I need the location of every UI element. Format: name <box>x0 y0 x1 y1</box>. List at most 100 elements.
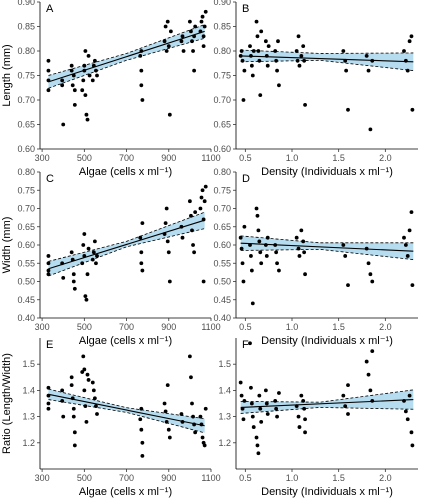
x-tick-label: 300 <box>35 153 50 163</box>
data-point <box>301 44 306 48</box>
y-tick-label: 0.90 <box>17 0 35 7</box>
data-point <box>303 272 307 277</box>
data-point <box>402 398 406 403</box>
data-point <box>70 396 75 401</box>
data-point <box>303 417 307 422</box>
data-point <box>239 393 244 398</box>
data-point <box>256 451 261 456</box>
y-tick-label: 0.45 <box>17 295 35 305</box>
data-point <box>258 93 263 97</box>
data-point <box>162 39 167 44</box>
y-tick-label: 1.5 <box>22 359 35 369</box>
data-point <box>69 383 74 388</box>
data-point <box>248 243 252 247</box>
data-point <box>203 406 208 411</box>
data-point <box>139 68 144 73</box>
data-point <box>60 388 65 393</box>
data-point <box>199 195 204 200</box>
data-point <box>277 83 281 88</box>
data-point <box>92 58 97 63</box>
panel-e: 1.2 1.3 1.4 1.5 300 500 700 900 1100 E Algae (cell… <box>1 338 221 498</box>
data-point <box>86 54 91 58</box>
data-point <box>249 268 254 273</box>
data-point <box>405 417 410 422</box>
y-tick-label: 1.4 <box>22 385 35 395</box>
data-point <box>254 435 259 440</box>
x-axis-label: Algae (cells x ml⁻¹) <box>79 486 172 498</box>
confidence-upper-line <box>48 388 205 420</box>
data-point <box>138 235 143 240</box>
data-point <box>164 49 169 53</box>
data-point <box>187 199 192 204</box>
confidence-band <box>48 389 205 433</box>
data-point <box>277 268 281 273</box>
confidence-lower-line <box>240 248 414 260</box>
data-point <box>191 414 195 419</box>
data-point <box>139 427 144 432</box>
data-point <box>249 385 253 390</box>
panel-f: 1.2 1.3 1.4 1.5 0.5 1.0 1.5 2.0 F Density (Indivi… <box>218 338 418 498</box>
y-tick-label: 0.80 <box>213 167 231 177</box>
confidence-lower-line <box>48 399 205 434</box>
y-axis-label: Length (mm) <box>1 44 13 106</box>
data-point <box>192 34 197 39</box>
data-point <box>83 404 88 409</box>
data-point <box>72 88 77 93</box>
x-tick-label: 0.5 <box>239 322 252 332</box>
y-tick-label: 1.3 <box>22 412 35 422</box>
x-tick-label: 1100 <box>201 322 220 332</box>
data-point <box>189 213 193 218</box>
data-point <box>166 250 171 255</box>
y-tick-label: 0.85 <box>213 22 231 32</box>
x-tick-label: 300 <box>35 322 50 332</box>
panel-label: B <box>242 3 249 15</box>
data-point <box>368 272 373 277</box>
data-point <box>344 68 349 73</box>
data-point <box>297 63 302 68</box>
trend-line <box>48 393 205 427</box>
data-point <box>294 235 299 240</box>
data-point <box>81 78 86 83</box>
data-point <box>296 246 301 251</box>
data-point <box>165 19 170 24</box>
x-axis-label: Algae (cells x ml⁻¹) <box>79 166 172 178</box>
panel-label: A <box>46 3 54 15</box>
data-point <box>179 224 184 229</box>
data-point <box>238 380 243 385</box>
data-point <box>139 83 144 88</box>
data-point <box>301 239 306 244</box>
confidence-upper-line <box>48 211 205 262</box>
data-point <box>299 393 304 398</box>
data-point <box>274 406 279 411</box>
data-point <box>402 235 406 240</box>
data-point <box>46 393 51 398</box>
data-point <box>46 272 51 277</box>
data-point <box>242 224 247 229</box>
data-point <box>403 409 408 414</box>
data-point <box>255 34 260 39</box>
data-point <box>180 235 185 240</box>
y-tick-label: 0.70 <box>17 204 35 214</box>
data-point <box>179 412 184 416</box>
data-point <box>190 39 194 44</box>
trend-line <box>240 55 414 63</box>
data-point <box>274 250 279 255</box>
y-tick-label: 0.80 <box>17 167 35 177</box>
x-tick-label: 1.5 <box>332 473 345 483</box>
data-point <box>294 49 299 53</box>
data-point <box>164 419 169 424</box>
data-point <box>70 83 75 88</box>
trend-line <box>240 399 414 408</box>
data-point <box>276 39 280 44</box>
data-point <box>366 68 371 73</box>
data-point <box>192 422 197 427</box>
data-point <box>264 54 269 58</box>
x-tick-label: 500 <box>77 322 92 332</box>
data-point <box>90 78 95 83</box>
y-tick-label: 0.70 <box>213 95 231 105</box>
data-point <box>190 228 194 233</box>
data-point <box>346 383 350 388</box>
data-point <box>92 239 97 244</box>
data-point <box>167 435 172 440</box>
y-tick-label: 0.65 <box>213 120 231 130</box>
